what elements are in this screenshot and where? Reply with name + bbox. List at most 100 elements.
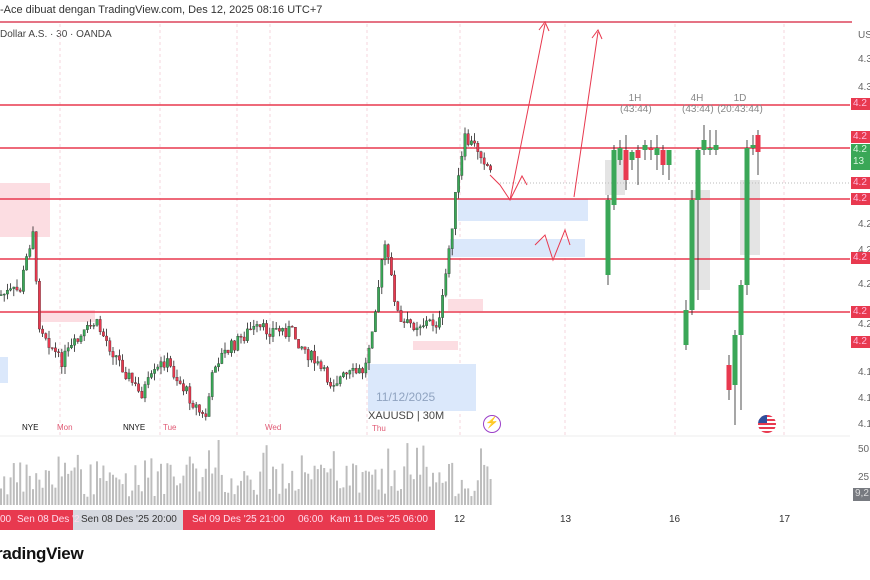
candle-body xyxy=(383,244,387,261)
candle-body xyxy=(28,248,32,257)
candle-body xyxy=(380,259,384,288)
volume-bar xyxy=(284,488,287,505)
session-nye: NNYE xyxy=(123,423,146,432)
candle-body xyxy=(287,326,291,337)
candle-body xyxy=(82,329,86,337)
candle-body xyxy=(370,331,374,349)
volume-bar xyxy=(243,471,246,505)
candle-body xyxy=(134,382,137,384)
volume-bar xyxy=(249,479,252,505)
volume-bar xyxy=(310,479,313,505)
volume-bar xyxy=(38,479,41,505)
level-price-tag: 4.2 xyxy=(851,336,870,348)
volume-bar xyxy=(345,465,348,505)
current-price-tag: 4.2 13 xyxy=(851,144,870,170)
candle-body xyxy=(242,336,246,341)
candle-body xyxy=(441,295,444,318)
level-price-tag: 4.2 xyxy=(851,306,870,318)
candle-body xyxy=(290,326,294,328)
price-chart[interactable] xyxy=(0,0,850,510)
volume-bar xyxy=(9,477,12,505)
time-axis[interactable]: 00 Sen 08 Des '2 Sen 08 Des '25 20:00 Se… xyxy=(0,510,870,530)
candle-body xyxy=(31,231,35,249)
day-label: Tue xyxy=(163,423,177,432)
candle-body xyxy=(15,286,19,291)
volume-bar xyxy=(124,473,127,505)
candle-body xyxy=(76,338,80,342)
candle-body xyxy=(0,294,3,296)
symbol-info: Dollar A.S. · 30 · OANDA xyxy=(0,29,112,40)
candle-body xyxy=(642,145,648,150)
candle-body xyxy=(236,336,240,351)
candle-body xyxy=(50,347,54,349)
time-tick: 13 xyxy=(560,514,572,525)
candle-body xyxy=(169,358,172,367)
volume-bar xyxy=(262,452,265,505)
volume-bar xyxy=(336,480,338,505)
current-price: 4.2 xyxy=(853,144,867,155)
zone-box xyxy=(458,199,588,221)
volume-bar xyxy=(352,463,354,505)
volume-label: 25 xyxy=(858,472,870,483)
candle-body xyxy=(265,323,268,335)
volume-bar xyxy=(486,466,489,505)
time-tick: 16 xyxy=(669,514,681,525)
volume-bar xyxy=(54,487,57,505)
volume-bar xyxy=(121,484,124,505)
volume-bar xyxy=(288,483,290,505)
candle-body xyxy=(210,372,214,397)
level-price-tag: 4.2 xyxy=(851,98,870,110)
candle-body xyxy=(230,340,233,353)
candle-body xyxy=(108,340,112,352)
symbol-timeframe-label: XAUUSD | 30M xyxy=(368,410,445,422)
candle-body xyxy=(695,150,701,200)
lightning-icon[interactable]: ⚡ xyxy=(483,415,501,433)
candle-body xyxy=(95,319,99,326)
volume-bar xyxy=(374,469,377,505)
candle-body xyxy=(332,385,336,387)
volume-bar xyxy=(252,489,255,505)
candle-body xyxy=(22,269,25,292)
volume-bar xyxy=(454,496,457,505)
volume-bar xyxy=(112,474,114,505)
volume-bar xyxy=(131,490,134,505)
candle-body xyxy=(489,165,492,171)
candle-body xyxy=(396,301,400,311)
candle-body xyxy=(66,347,70,352)
volume-bar xyxy=(403,466,406,505)
candle-body xyxy=(146,377,150,385)
candle-body xyxy=(297,339,300,349)
candle-body xyxy=(172,366,176,378)
volume-bar xyxy=(118,479,121,505)
us-flag-icon[interactable] xyxy=(758,415,776,433)
volume-bar xyxy=(105,480,108,505)
top-divider xyxy=(0,21,852,23)
day-label: Thu xyxy=(372,424,386,433)
candle-body xyxy=(239,336,243,338)
volume-bar xyxy=(236,485,239,505)
candle-body xyxy=(79,335,83,342)
volume-bar xyxy=(204,468,207,505)
candle-body xyxy=(114,355,118,358)
candle-body xyxy=(348,370,352,375)
volume-bar xyxy=(246,475,249,505)
candle-body xyxy=(201,412,204,414)
volume-bar xyxy=(96,461,98,505)
candle-body xyxy=(732,335,738,385)
candle-body xyxy=(418,326,422,329)
volume-bar xyxy=(329,468,332,505)
candle-body xyxy=(450,228,454,249)
price-label: 4.2 xyxy=(858,245,870,256)
session-nye: NYE xyxy=(22,423,39,432)
candle-body xyxy=(188,386,192,404)
candle-body xyxy=(284,328,288,337)
arrow-head-icon xyxy=(591,29,603,40)
candle-body xyxy=(178,380,182,384)
candle-body xyxy=(214,366,217,373)
candle-body xyxy=(707,148,713,150)
candle-body xyxy=(399,310,403,322)
volume-bar xyxy=(115,477,118,505)
candle-body xyxy=(386,244,390,258)
volume-bar xyxy=(3,476,6,505)
volume-bar xyxy=(457,493,460,505)
